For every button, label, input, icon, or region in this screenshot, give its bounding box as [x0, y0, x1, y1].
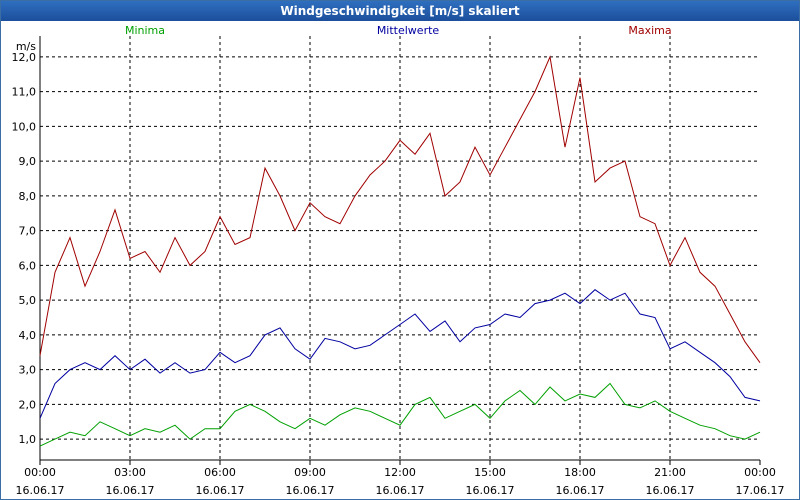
y-axis-unit: m/s — [16, 40, 36, 53]
y-tick-label: 4,0 — [19, 329, 37, 342]
y-tick-label: 12,0 — [12, 51, 37, 64]
legend-entry-mittelwerte: Mittelwerte — [377, 24, 440, 37]
x-tick-time: 06:00 — [204, 466, 236, 479]
x-tick-date: 16.06.17 — [106, 484, 155, 497]
x-tick-date: 16.06.17 — [376, 484, 425, 497]
x-tick-time: 03:00 — [114, 466, 146, 479]
legend: Minima Mittelwerte Maxima — [125, 24, 672, 37]
y-tick-label: 3,0 — [19, 364, 37, 377]
x-tick-time: 15:00 — [474, 466, 506, 479]
x-tick-time: 12:00 — [384, 466, 416, 479]
window-title: Windgeschwindigkeit [m/s] skaliert — [1, 1, 799, 21]
x-tick-time: 00:00 — [24, 466, 56, 479]
x-tick-date: 17.06.17 — [736, 484, 785, 497]
axes — [39, 36, 761, 465]
y-tick-label: 6,0 — [19, 259, 37, 272]
series-line-mittelwerte — [39, 289, 761, 419]
legend-entry-maxima: Maxima — [628, 24, 671, 37]
x-tick-time: 00:00 — [744, 466, 776, 479]
x-tick-time: 21:00 — [654, 466, 686, 479]
series-line-maxima — [39, 55, 761, 363]
x-tick-time: 09:00 — [294, 466, 326, 479]
y-tick-label: 10,0 — [12, 120, 37, 133]
y-tick-label: 2,0 — [19, 398, 37, 411]
x-tick-date: 16.06.17 — [466, 484, 515, 497]
x-tick-date: 16.06.17 — [196, 484, 245, 497]
y-tick-label: 11,0 — [12, 86, 37, 99]
x-tick-date: 16.06.17 — [16, 484, 65, 497]
y-tick-label: 9,0 — [19, 155, 37, 168]
x-tick-date: 16.06.17 — [286, 484, 335, 497]
x-tick-date: 16.06.17 — [646, 484, 695, 497]
y-tick-label: 8,0 — [19, 190, 37, 203]
x-tick-date: 16.06.17 — [556, 484, 605, 497]
y-tick-label: 5,0 — [19, 294, 37, 307]
y-tick-label: 7,0 — [19, 225, 37, 238]
series-line-minima — [39, 382, 761, 447]
tick-labels: 1,0 2,0 3,0 4,0 5,0 6,0 7,0 8,0 9,0 10,0 11,0 12,0 0… — [12, 40, 785, 497]
grid-lines — [40, 36, 760, 460]
y-tick-label: 1,0 — [19, 433, 37, 446]
legend-entry-minima: Minima — [125, 24, 165, 37]
x-tick-time: 18:00 — [564, 466, 596, 479]
series-lines — [39, 55, 761, 447]
